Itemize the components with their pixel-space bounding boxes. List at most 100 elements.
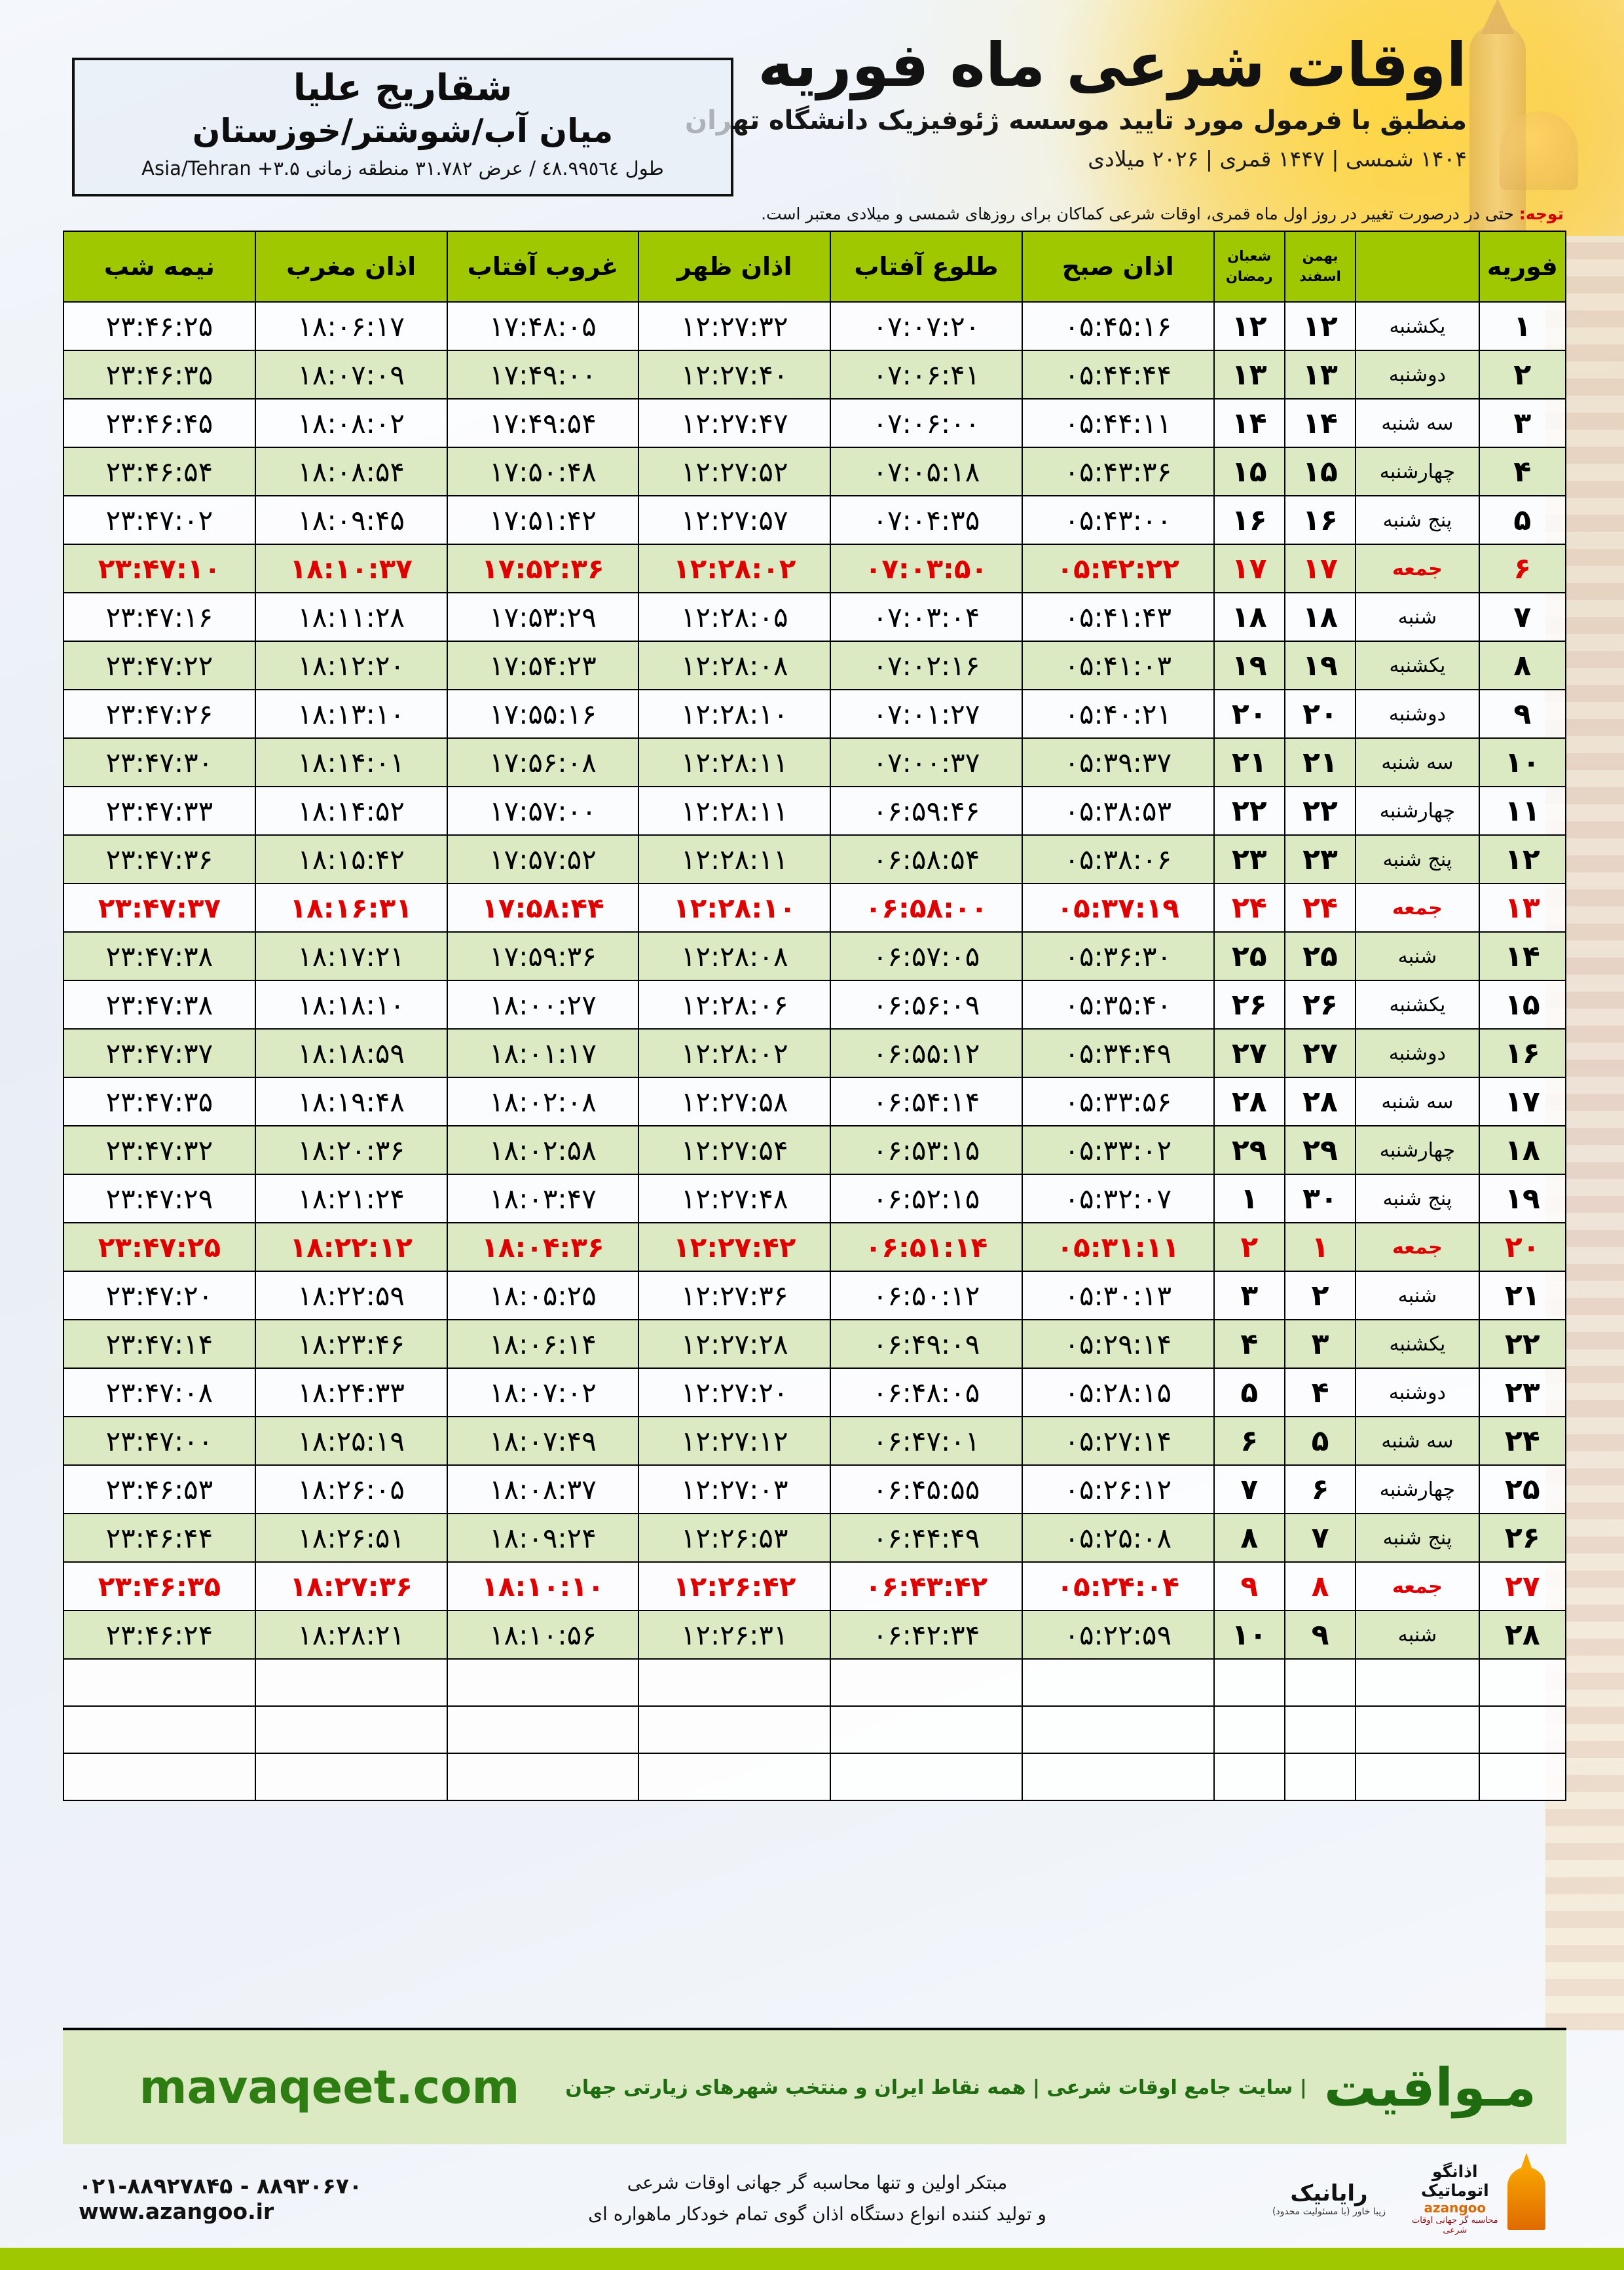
cell-midnight: ۲۳:۴۷:۳۸ [63, 980, 256, 1030]
cell-weekday: سه شنبه [1355, 1077, 1480, 1126]
table-row: ۲۴ سه شنبه ۵ ۶ ۰۵:۲۷:۱۴ ۰۶:۴۷:۰۱ ۱۲:۲۷:۱۲ ۱۸:۰۷… [63, 1416, 1567, 1466]
brand-tagline: | سایت جامع اوقات شرعی | همه نقاط ایران … [565, 2075, 1307, 2099]
cell-sunrise: ۰۶:۵۵:۱۲ [830, 1028, 1023, 1078]
cell-blank [638, 1705, 832, 1754]
cell-feb-day: ۱۹ [1478, 1174, 1567, 1223]
cell-dhuhr: ۱۲:۲۷:۳۶ [638, 1271, 832, 1320]
cell-weekday: چهارشنبه [1355, 786, 1480, 836]
table-row: ۲۳ دوشنبه ۴ ۵ ۰۵:۲۸:۱۵ ۰۶:۴۸:۰۵ ۱۲:۲۷:۲۰ ۱۸:۰۷:… [63, 1368, 1567, 1417]
cell-feb-day: ۲۷ [1478, 1561, 1567, 1611]
cell-lunar-day: ۱۴ [1213, 398, 1285, 448]
cell-fajr: ۰۵:۲۷:۱۴ [1021, 1416, 1215, 1466]
header-weekday [1355, 231, 1480, 303]
cell-lunar-day: ۷ [1213, 1464, 1285, 1514]
cell-maghrib: ۱۸:۲۱:۲۴ [254, 1174, 448, 1223]
cell-sunrise: ۰۶:۴۳:۴۲ [830, 1561, 1023, 1611]
cell-sunrise: ۰۶:۴۸:۰۵ [830, 1368, 1023, 1417]
cell-dhuhr: ۱۲:۲۶:۴۲ [638, 1561, 832, 1611]
cell-dhuhr: ۱۲:۲۷:۴۷ [638, 398, 832, 448]
header-title-block: اوقات شرعی ماه فوریه منطبق با فرمول مورد… [642, 33, 1467, 172]
cell-solar-day: ۳۰ [1283, 1174, 1357, 1223]
cell-midnight: ۲۳:۴۷:۳۲ [63, 1125, 256, 1175]
cell-sunrise: ۰۷:۰۳:۰۴ [830, 592, 1023, 642]
cell-maghrib: ۱۸:۱۰:۳۷ [254, 544, 448, 593]
cell-sunrise: ۰۶:۴۵:۵۵ [830, 1464, 1023, 1514]
table-row: ۱۵ یکشنبه ۲۶ ۲۶ ۰۵:۳۵:۴۰ ۰۶:۵۶:۰۹ ۱۲:۲۸:۰۶ ۱۸:۰… [63, 980, 1567, 1030]
cell-solar-day: ۵ [1283, 1416, 1357, 1466]
cell-weekday: یکشنبه [1355, 301, 1480, 351]
header-solar-top: بهمن [1302, 248, 1338, 264]
cell-dhuhr: ۱۲:۲۶:۳۱ [638, 1610, 832, 1660]
cell-feb-day: ۲۱ [1478, 1271, 1567, 1320]
table-row: ۱۸ چهارشنبه ۲۹ ۲۹ ۰۵:۳۳:۰۲ ۰۶:۵۳:۱۵ ۱۲:۲۷:۵۴ ۱۸… [63, 1125, 1567, 1175]
cell-sunset: ۱۸:۰۳:۴۷ [446, 1174, 640, 1223]
cell-maghrib: ۱۸:۲۶:۰۵ [254, 1464, 448, 1514]
cell-blank [1283, 1658, 1357, 1707]
note-text: توجه: حتی در درصورت تغییر در روز اول ماه… [64, 204, 1564, 223]
cell-dhuhr: ۱۲:۲۷:۵۷ [638, 495, 832, 545]
cell-dhuhr: ۱۲:۲۸:۱۰ [638, 883, 832, 933]
cell-dhuhr: ۱۲:۲۸:۰۲ [638, 544, 832, 593]
cell-maghrib: ۱۸:۱۸:۵۹ [254, 1028, 448, 1078]
cell-feb-day: ۲۸ [1478, 1610, 1567, 1660]
cell-blank [1283, 1753, 1357, 1801]
table-row: ۱۴ شنبه ۲۵ ۲۵ ۰۵:۳۶:۳۰ ۰۶:۵۷:۰۵ ۱۲:۲۸:۰۸ ۱۷:۵۹:… [63, 931, 1567, 981]
cell-dhuhr: ۱۲:۲۷:۲۸ [638, 1319, 832, 1369]
cell-sunrise: ۰۷:۰۶:۰۰ [830, 398, 1023, 448]
cell-sunrise: ۰۷:۰۷:۲۰ [830, 301, 1023, 351]
table-row: ۱۲ پنج شنبه ۲۳ ۲۳ ۰۵:۳۸:۰۶ ۰۶:۵۸:۵۴ ۱۲:۲۸:۱۱ ۱۷… [63, 834, 1567, 884]
cell-feb-day: ۲۶ [1478, 1513, 1567, 1563]
mosque-icon [1507, 2167, 1545, 2230]
footer-website[interactable]: www.azangoo.ir [79, 2199, 274, 2224]
location-region: میان آب/شوشتر/خوزستان [192, 112, 614, 150]
cell-sunrise: ۰۷:۰۰:۳۷ [830, 737, 1023, 787]
cell-lunar-day: ۲۸ [1213, 1077, 1285, 1126]
cell-feb-day: ۹ [1478, 689, 1567, 739]
cell-solar-day: ۸ [1283, 1561, 1357, 1611]
cell-sunset: ۱۸:۱۰:۱۰ [446, 1561, 640, 1611]
cell-maghrib: ۱۸:۱۹:۴۸ [254, 1077, 448, 1126]
cell-solar-day: ۱۳ [1283, 350, 1357, 400]
brand-website[interactable]: mavaqeet.com [139, 2060, 520, 2114]
page-subtitle: منطبق با فرمول مورد تایید موسسه ژئوفیزیک… [684, 105, 1467, 136]
cell-dhuhr: ۱۲:۲۷:۳۲ [638, 301, 832, 351]
cell-blank [830, 1753, 1023, 1801]
cell-sunset: ۱۸:۰۰:۲۷ [446, 980, 640, 1030]
footer-phone: ۰۲۱-۸۸۹۲۷۸۴۵ - ۸۸۹۳۰۶۷۰ [79, 2173, 363, 2199]
cell-blank [830, 1705, 1023, 1754]
footer-description: مبتکر اولین و تنها محاسبه گر جهانی اوقات… [362, 2167, 1272, 2229]
cell-dhuhr: ۱۲:۲۷:۵۲ [638, 447, 832, 496]
cell-solar-day: ۲۰ [1283, 689, 1357, 739]
cell-fajr: ۰۵:۳۶:۳۰ [1021, 931, 1215, 981]
table-row: ۷ شنبه ۱۸ ۱۸ ۰۵:۴۱:۴۳ ۰۷:۰۳:۰۴ ۱۲:۲۸:۰۵ ۱۷:۵۳:۲… [63, 592, 1567, 642]
cell-maghrib: ۱۸:۲۷:۳۶ [254, 1561, 448, 1611]
table-row: ۹ دوشنبه ۲۰ ۲۰ ۰۵:۴۰:۲۱ ۰۷:۰۱:۲۷ ۱۲:۲۸:۱۰ ۱۷:۵۵… [63, 689, 1567, 739]
cell-maghrib: ۱۸:۱۴:۰۱ [254, 737, 448, 787]
cell-fajr: ۰۵:۴۳:۳۶ [1021, 447, 1215, 496]
cell-feb-day: ۲۲ [1478, 1319, 1567, 1369]
cell-maghrib: ۱۸:۰۷:۰۹ [254, 350, 448, 400]
cell-maghrib: ۱۸:۱۱:۲۸ [254, 592, 448, 642]
cell-sunrise: ۰۶:۵۳:۱۵ [830, 1125, 1023, 1175]
cell-solar-day: ۱۶ [1283, 495, 1357, 545]
cell-lunar-day: ۲۰ [1213, 689, 1285, 739]
cell-feb-day: ۱ [1478, 301, 1567, 351]
cell-midnight: ۲۳:۴۷:۰۰ [63, 1416, 256, 1466]
cell-blank [446, 1753, 640, 1801]
cell-sunrise: ۰۷:۰۲:۱۶ [830, 641, 1023, 690]
cell-sunset: ۱۷:۵۹:۳۶ [446, 931, 640, 981]
table-row: ۲۲ یکشنبه ۳ ۴ ۰۵:۲۹:۱۴ ۰۶:۴۹:۰۹ ۱۲:۲۷:۲۸ ۱۸:۰۶:… [63, 1319, 1567, 1369]
cell-weekday: پنج شنبه [1355, 1513, 1480, 1563]
cell-weekday: چهارشنبه [1355, 1125, 1480, 1175]
cell-weekday: چهارشنبه [1355, 447, 1480, 496]
cell-sunset: ۱۷:۵۸:۴۴ [446, 883, 640, 933]
cell-midnight: ۲۳:۴۷:۳۸ [63, 931, 256, 981]
cell-blank [1021, 1658, 1215, 1707]
cell-lunar-day: ۲۲ [1213, 786, 1285, 836]
cell-solar-day: ۶ [1283, 1464, 1357, 1514]
cell-sunset: ۱۸:۰۱:۱۷ [446, 1028, 640, 1078]
cell-solar-day: ۲۹ [1283, 1125, 1357, 1175]
header-lunar-top: شعبان [1227, 248, 1272, 264]
cell-feb-day: ۱۵ [1478, 980, 1567, 1030]
